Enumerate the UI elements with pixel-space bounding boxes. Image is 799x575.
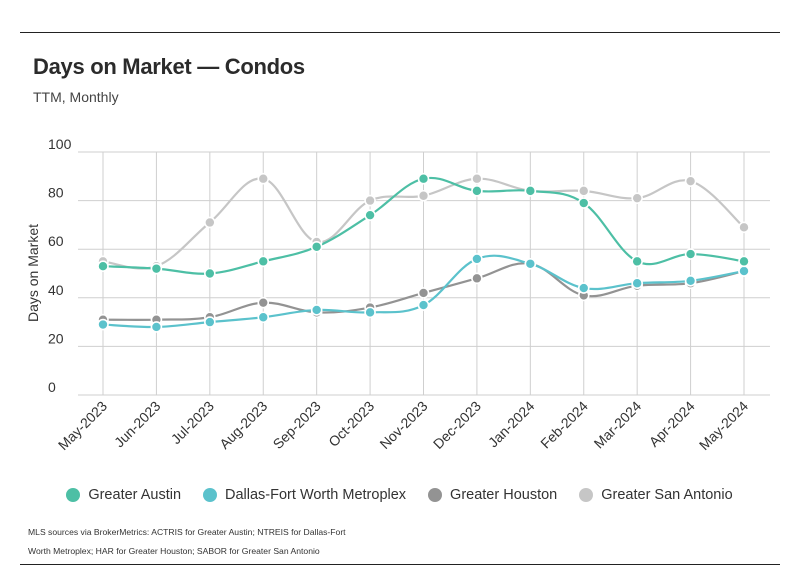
data-point-dallas-fort-worth-metroplex <box>524 257 537 270</box>
data-point-greater-san-antonio <box>738 221 750 234</box>
y-tick-label: 40 <box>48 282 64 298</box>
data-point-greater-san-antonio <box>577 185 590 197</box>
data-point-dallas-fort-worth-metroplex <box>257 311 270 324</box>
bottom-rule <box>20 564 780 565</box>
x-tick-label: Jan-2024 <box>485 398 538 451</box>
data-point-greater-austin <box>684 248 697 260</box>
chart-title: Days on Market — Condos <box>33 54 305 79</box>
legend-swatch <box>66 488 81 502</box>
y-axis-label: Days on Market <box>25 224 41 322</box>
x-tick-label: Jul-2023 <box>168 398 217 447</box>
data-point-greater-austin <box>524 185 537 197</box>
data-point-dallas-fort-worth-metroplex <box>684 274 697 287</box>
x-tick-label: Jun-2023 <box>111 398 164 451</box>
data-point-dallas-fort-worth-metroplex <box>364 306 376 319</box>
chart-subtitle: TTM, Monthly <box>33 89 119 105</box>
legend-label: Greater Houston <box>450 487 558 503</box>
legend-item-greater-san-antonio: Greater San Antonio <box>579 487 733 503</box>
data-point-greater-houston <box>257 296 270 309</box>
x-tick-label: Dec-2023 <box>430 398 484 452</box>
legend-item-greater-austin: Greater Austin <box>66 487 181 503</box>
y-tick-label: 0 <box>48 379 56 395</box>
x-tick-label: May-2024 <box>696 398 751 453</box>
x-tick-label: Apr-2024 <box>646 398 698 450</box>
legend-swatch <box>428 488 443 502</box>
data-point-greater-san-antonio <box>631 192 643 204</box>
legend-label: Greater San Antonio <box>601 487 733 503</box>
x-tick-label: May-2023 <box>55 398 110 453</box>
y-tick-label: 100 <box>48 136 72 152</box>
data-point-greater-austin <box>417 172 430 185</box>
legend-label: Dallas-Fort Worth Metroplex <box>225 487 407 503</box>
legend-item-dallas-fort-worth-metroplex: Dallas-Fort Worth Metroplex <box>203 487 406 503</box>
data-point-greater-austin <box>204 267 216 280</box>
data-point-greater-austin <box>364 209 376 221</box>
x-tick-label: Nov-2023 <box>376 398 430 452</box>
legend-swatch <box>579 488 594 502</box>
x-tick-label: Feb-2024 <box>537 398 591 452</box>
x-tick-label: Sep-2023 <box>270 398 324 452</box>
data-point-greater-san-antonio <box>364 194 376 207</box>
x-tick-label: Oct-2023 <box>325 398 377 450</box>
data-point-dallas-fort-worth-metroplex <box>631 277 643 290</box>
data-point-greater-houston <box>417 287 430 299</box>
data-point-greater-san-antonio <box>417 189 430 202</box>
data-point-dallas-fort-worth-metroplex <box>417 299 430 311</box>
data-point-greater-san-antonio <box>684 175 697 187</box>
y-tick-label: 60 <box>48 233 64 249</box>
data-point-dallas-fort-worth-metroplex <box>204 316 216 328</box>
y-tick-label: 20 <box>48 330 64 346</box>
data-point-dallas-fort-worth-metroplex <box>471 253 483 265</box>
data-point-dallas-fort-worth-metroplex <box>97 318 109 331</box>
legend-item-greater-houston: Greater Houston <box>428 487 557 503</box>
data-point-greater-austin <box>738 255 750 268</box>
legend-label: Greater Austin <box>88 487 182 503</box>
data-point-greater-san-antonio <box>204 216 216 229</box>
data-point-greater-austin <box>150 262 163 275</box>
y-tick-label: 80 <box>48 185 64 201</box>
data-point-greater-austin <box>631 255 643 268</box>
data-point-dallas-fort-worth-metroplex <box>577 282 590 294</box>
x-tick-label: Mar-2024 <box>591 398 645 452</box>
data-point-greater-san-antonio <box>257 172 270 185</box>
data-point-greater-austin <box>97 260 109 273</box>
data-point-greater-austin <box>257 255 270 268</box>
data-point-greater-san-antonio <box>471 172 483 185</box>
data-point-dallas-fort-worth-metroplex <box>150 321 163 333</box>
y-tick-labels: 0 20 40 60 80 100 <box>48 136 72 395</box>
data-point-greater-houston <box>471 272 483 285</box>
source-note: MLS sources via BrokerMetrics: ACTRIS fo… <box>28 527 346 556</box>
chart-legend: Greater Austin Dallas-Fort Worth Metrople… <box>0 487 799 503</box>
data-point-greater-austin <box>310 240 323 253</box>
x-tick-label: Aug-2023 <box>216 398 270 452</box>
legend-swatch <box>203 488 218 502</box>
top-rule <box>20 32 780 33</box>
data-point-greater-austin <box>577 197 590 209</box>
chart-grid <box>78 151 770 396</box>
data-point-dallas-fort-worth-metroplex <box>738 265 750 277</box>
x-tick-labels: May-2023 Jun-2023 Jul-2023 Aug-2023 Sep-2023… <box>55 398 751 453</box>
series-points <box>97 172 750 333</box>
data-point-dallas-fort-worth-metroplex <box>310 304 323 316</box>
data-point-greater-austin <box>471 185 483 197</box>
